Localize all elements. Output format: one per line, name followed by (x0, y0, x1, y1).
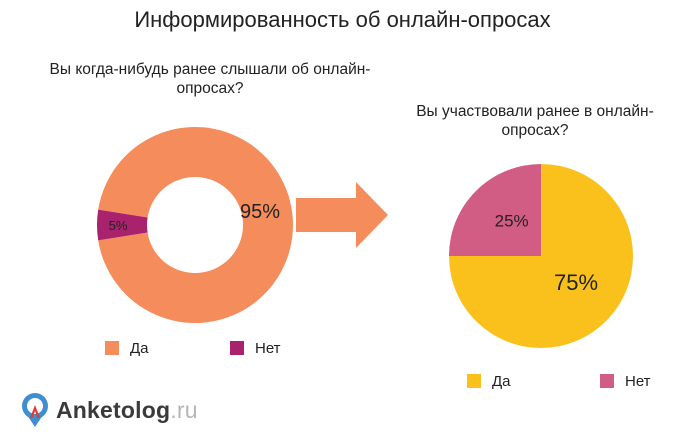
pie-question-title: Вы участвовали ранее в онлайн-опросах? (416, 103, 654, 139)
pie-legend-label-yes: Да (492, 373, 511, 390)
donut-legend-label-yes: Да (130, 340, 149, 357)
donut-data-label-yes: 95% (240, 201, 280, 223)
location-pin-logo-icon (22, 393, 48, 427)
right-arrow-icon (296, 182, 388, 248)
pie-slice-no (449, 164, 541, 256)
pie-data-label-yes: 75% (554, 270, 598, 295)
donut-slice-yes (98, 127, 293, 324)
donut-legend-label-no: Нет (255, 340, 281, 357)
donut-legend-swatch-no (230, 341, 244, 355)
anketolog-logo: Anketolog.ru (18, 390, 198, 430)
pie-legend-swatch-yes (467, 374, 481, 388)
pie-legend-label-no: Нет (625, 373, 651, 390)
donut-data-label-no: 5% (109, 218, 128, 233)
donut-question-title: Вы когда-нибудь ранее слышали об онлайн-… (49, 61, 371, 97)
pie-data-label-no: 25% (495, 212, 529, 231)
logo-name: Anketolog (56, 396, 171, 423)
logo-wordmark: Anketolog.ru (56, 397, 198, 424)
donut-legend-swatch-yes (105, 341, 119, 355)
chart-title: Информированность об онлайн-опросах (134, 7, 551, 32)
logo-domain-suffix: .ru (170, 396, 198, 423)
pie-legend-swatch-no (600, 374, 614, 388)
donut-slice-no (97, 209, 148, 241)
